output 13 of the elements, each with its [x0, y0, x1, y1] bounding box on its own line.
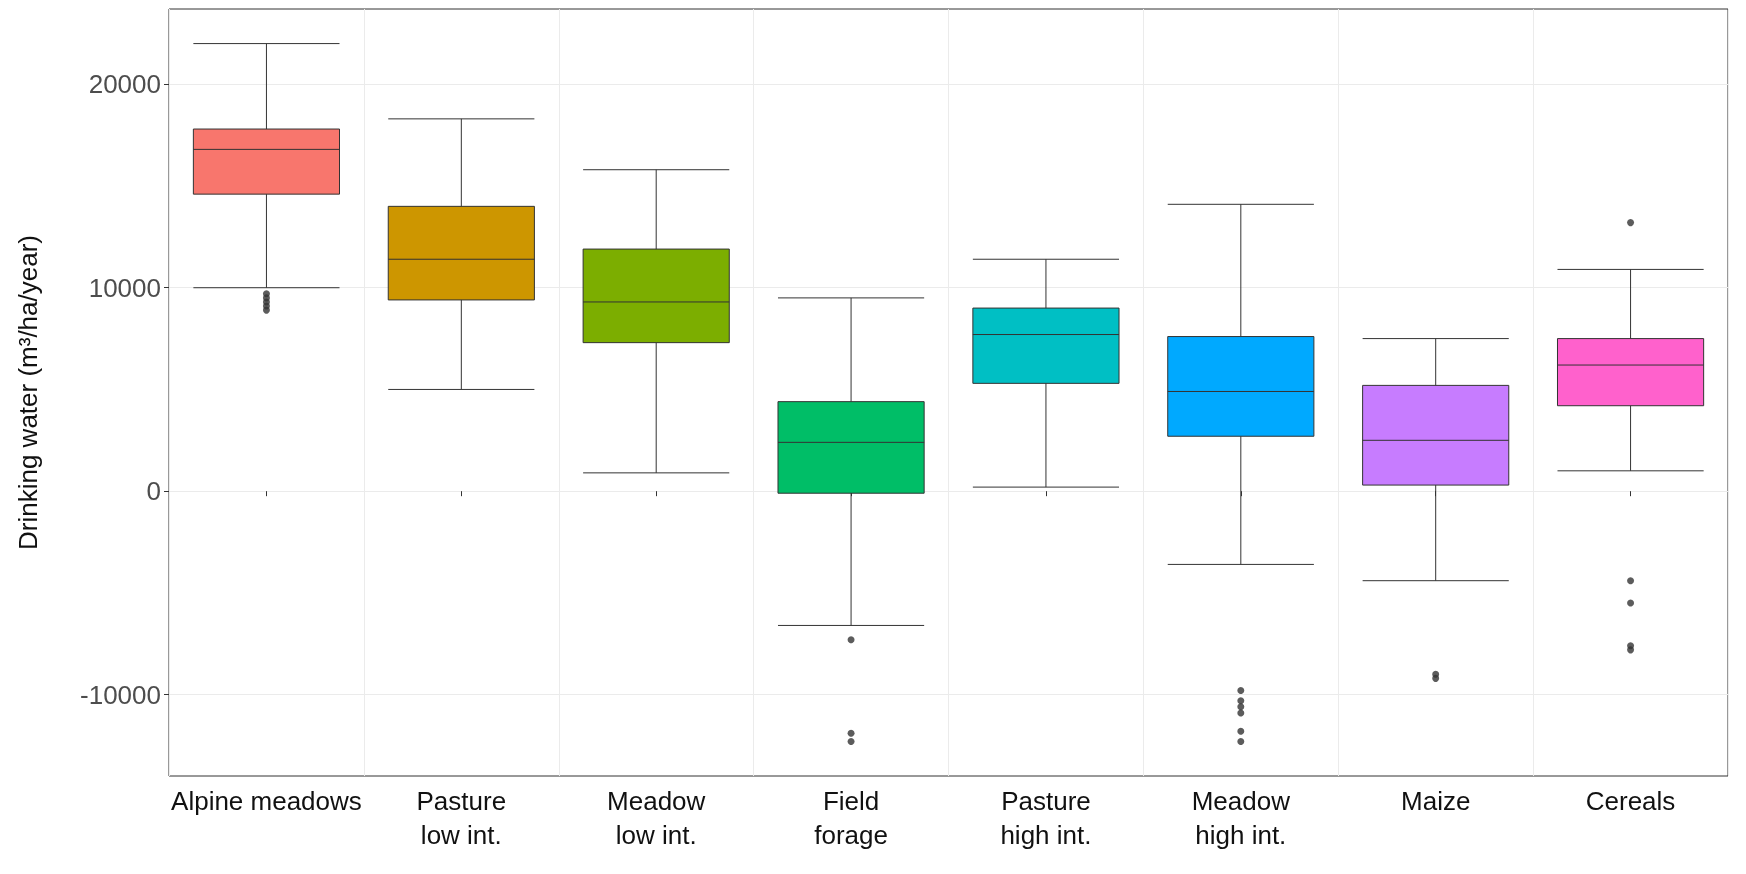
x-tick-label: Meadow low int. — [607, 786, 706, 850]
y-axis-title: Drinking water (m³/ha/year) — [13, 235, 43, 550]
y-tick-label: 0 — [146, 476, 161, 507]
y-tick-label: 20000 — [88, 69, 161, 100]
y-tick-label: 10000 — [88, 272, 161, 303]
x-tick-label: Field forage — [814, 786, 888, 850]
x-tick-label: Meadow high int. — [1191, 786, 1291, 850]
x-tick-label: Alpine meadows — [171, 786, 362, 816]
x-tick-label: Cereals — [1585, 786, 1676, 816]
x-tick-label: Pasture high int. — [1000, 786, 1092, 850]
y-tick-label: -10000 — [80, 679, 161, 710]
x-tick-label: Maize — [1401, 786, 1471, 816]
x-tick-label: Pasture low int. — [416, 786, 507, 850]
